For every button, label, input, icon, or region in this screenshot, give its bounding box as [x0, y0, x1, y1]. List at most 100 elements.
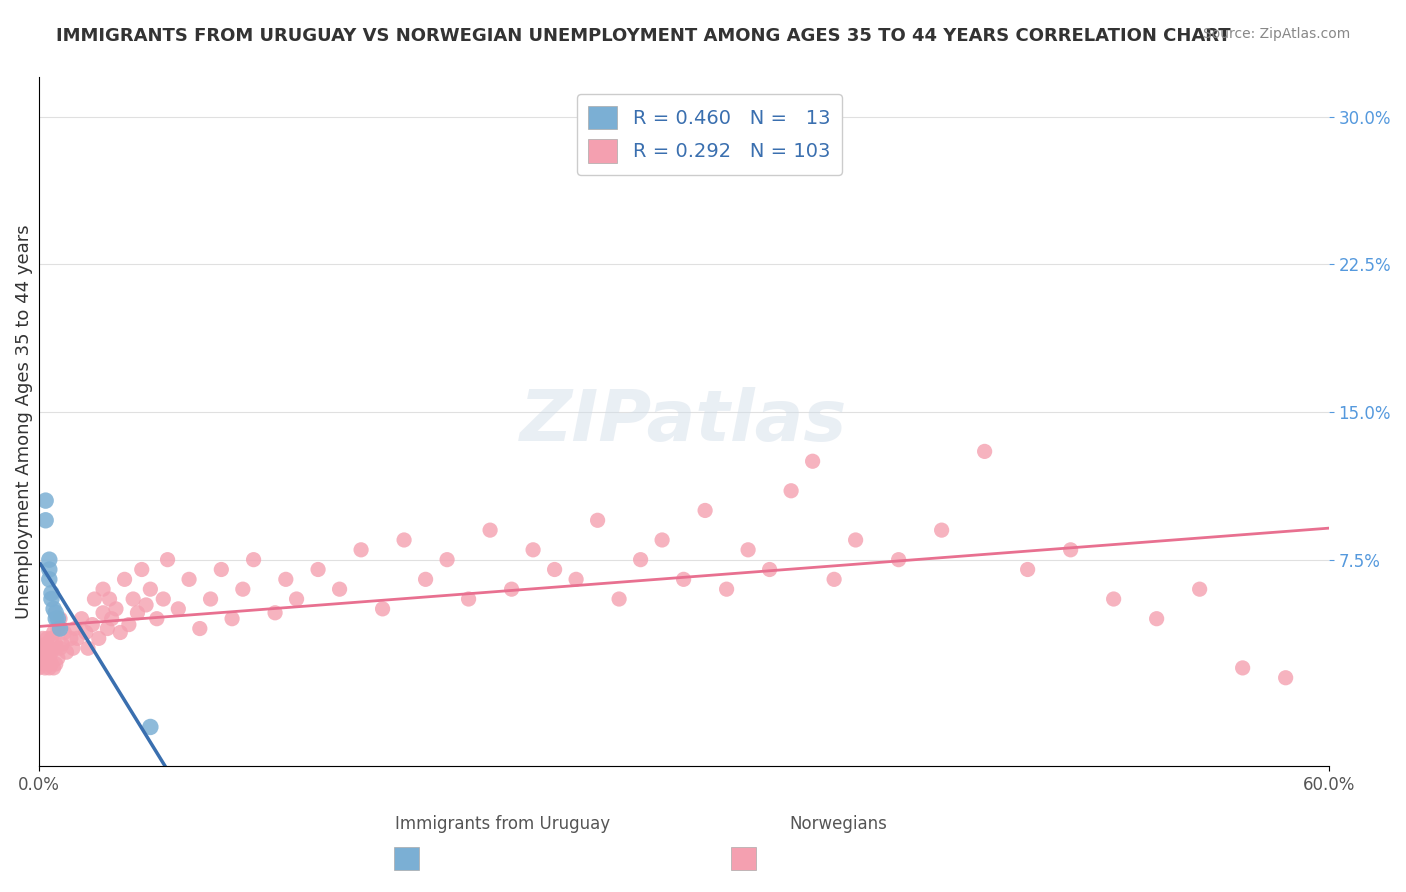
Immigrants from Uruguay — [49, 622, 72, 636]
Norwegians — [45, 657, 67, 671]
Norwegians — [77, 641, 100, 656]
Norwegians — [38, 661, 60, 675]
Norwegians — [46, 651, 69, 665]
Norwegians — [53, 625, 76, 640]
Norwegians — [34, 661, 56, 675]
Norwegians — [118, 617, 141, 632]
Norwegians — [415, 572, 437, 586]
Norwegians — [209, 562, 232, 576]
Norwegians — [37, 645, 59, 659]
Norwegians — [87, 632, 110, 646]
Norwegians — [41, 632, 63, 646]
Text: Source: ZipAtlas.com: Source: ZipAtlas.com — [1202, 27, 1350, 41]
Norwegians — [823, 572, 845, 586]
Norwegians — [82, 617, 104, 632]
Norwegians — [200, 592, 222, 607]
Immigrants from Uruguay — [46, 612, 69, 626]
Norwegians — [49, 612, 72, 626]
Norwegians — [31, 657, 53, 671]
Norwegians — [887, 552, 910, 566]
Immigrants from Uruguay — [41, 586, 63, 600]
Norwegians — [110, 625, 132, 640]
Norwegians — [221, 612, 243, 626]
Norwegians — [122, 592, 145, 607]
Norwegians — [780, 483, 803, 498]
Norwegians — [1146, 612, 1168, 626]
Norwegians — [37, 657, 59, 671]
Norwegians — [801, 454, 824, 468]
Norwegians — [586, 513, 609, 527]
Norwegians — [91, 606, 114, 620]
Immigrants from Uruguay — [42, 602, 65, 616]
Norwegians — [274, 572, 297, 586]
Norwegians — [565, 572, 588, 586]
Norwegians — [31, 632, 53, 646]
Text: Immigrants from Uruguay: Immigrants from Uruguay — [395, 814, 610, 832]
Norwegians — [156, 552, 179, 566]
Norwegians — [30, 651, 52, 665]
Norwegians — [139, 582, 162, 597]
Norwegians — [91, 582, 114, 597]
Norwegians — [152, 592, 174, 607]
Legend: R = 0.460   N =   13, R = 0.292   N = 103: R = 0.460 N = 13, R = 0.292 N = 103 — [576, 94, 842, 175]
Norwegians — [167, 602, 190, 616]
Norwegians — [104, 602, 127, 616]
Norwegians — [672, 572, 695, 586]
Norwegians — [100, 612, 122, 626]
Norwegians — [1188, 582, 1211, 597]
Norwegians — [242, 552, 264, 566]
Text: Norwegians: Norwegians — [790, 814, 887, 832]
Norwegians — [46, 622, 69, 636]
Norwegians — [737, 542, 759, 557]
Norwegians — [51, 637, 73, 651]
Text: IMMIGRANTS FROM URUGUAY VS NORWEGIAN UNEMPLOYMENT AMONG AGES 35 TO 44 YEARS CORR: IMMIGRANTS FROM URUGUAY VS NORWEGIAN UNE… — [56, 27, 1230, 45]
Norwegians — [1274, 671, 1296, 685]
Norwegians — [329, 582, 352, 597]
Norwegians — [232, 582, 254, 597]
Norwegians — [651, 533, 673, 547]
Norwegians — [188, 622, 211, 636]
Norwegians — [371, 602, 394, 616]
Norwegians — [479, 523, 502, 537]
Norwegians — [522, 542, 544, 557]
Norwegians — [758, 562, 780, 576]
Norwegians — [59, 632, 82, 646]
Immigrants from Uruguay — [45, 606, 67, 620]
Norwegians — [98, 592, 121, 607]
Norwegians — [55, 645, 77, 659]
Norwegians — [1017, 562, 1039, 576]
Norwegians — [45, 637, 67, 651]
Immigrants from Uruguay — [38, 552, 60, 566]
Norwegians — [135, 598, 157, 612]
Immigrants from Uruguay — [34, 513, 56, 527]
Immigrants from Uruguay — [45, 612, 67, 626]
Norwegians — [392, 533, 415, 547]
Norwegians — [34, 637, 56, 651]
Norwegians — [41, 657, 63, 671]
Norwegians — [37, 632, 59, 646]
Immigrants from Uruguay — [41, 592, 63, 607]
Norwegians — [31, 645, 53, 659]
Norwegians — [42, 625, 65, 640]
Immigrants from Uruguay — [139, 720, 162, 734]
Norwegians — [127, 606, 149, 620]
Immigrants from Uruguay — [38, 572, 60, 586]
Norwegians — [693, 503, 716, 517]
Norwegians — [38, 641, 60, 656]
Norwegians — [131, 562, 153, 576]
Norwegians — [62, 641, 84, 656]
Norwegians — [146, 612, 169, 626]
Norwegians — [27, 661, 49, 675]
Norwegians — [973, 444, 995, 458]
Immigrants from Uruguay — [34, 493, 56, 508]
Norwegians — [114, 572, 136, 586]
Norwegians — [96, 622, 118, 636]
Norwegians — [845, 533, 868, 547]
Norwegians — [41, 645, 63, 659]
Norwegians — [83, 592, 105, 607]
Norwegians — [285, 592, 308, 607]
Text: ZIPatlas: ZIPatlas — [520, 387, 848, 457]
Norwegians — [1102, 592, 1125, 607]
Norwegians — [607, 592, 630, 607]
Norwegians — [70, 612, 93, 626]
